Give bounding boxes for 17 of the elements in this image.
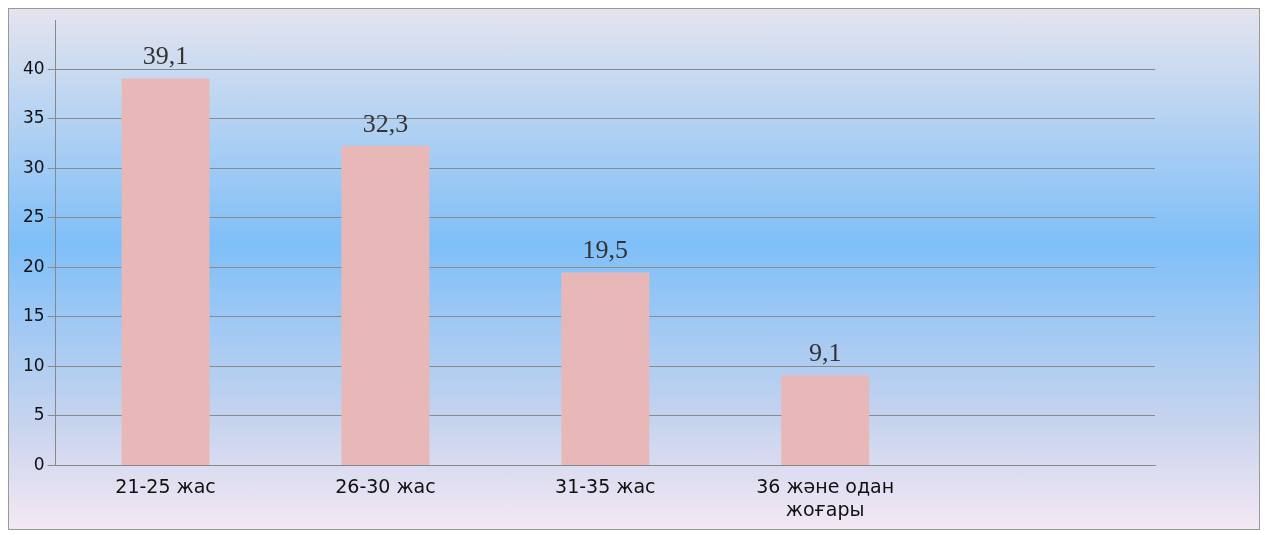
- y-tick-label: 30: [22, 156, 45, 177]
- data-label: 39,1: [142, 41, 189, 71]
- data-label: 19,5: [582, 235, 629, 265]
- y-tick-label: 20: [22, 255, 45, 276]
- data-label: 9,1: [808, 338, 842, 368]
- y-tick-label: 35: [22, 107, 45, 128]
- y-tick-label: 0: [33, 453, 45, 474]
- y-tick-label: 15: [22, 305, 45, 326]
- x-tick-label: 21-25 жас: [115, 474, 216, 497]
- y-tick-label: 40: [22, 57, 45, 78]
- x-tick-label: 26-30 жас: [335, 474, 436, 497]
- y-tick-label: 10: [22, 354, 45, 375]
- y-tick-label: 25: [22, 206, 45, 227]
- data-label: 32,3: [362, 108, 409, 138]
- y-tick-label: 5: [33, 404, 45, 425]
- x-tick-label: 31-35 жас: [555, 474, 656, 497]
- x-tick-label: 36 және одан жоғары: [756, 474, 895, 520]
